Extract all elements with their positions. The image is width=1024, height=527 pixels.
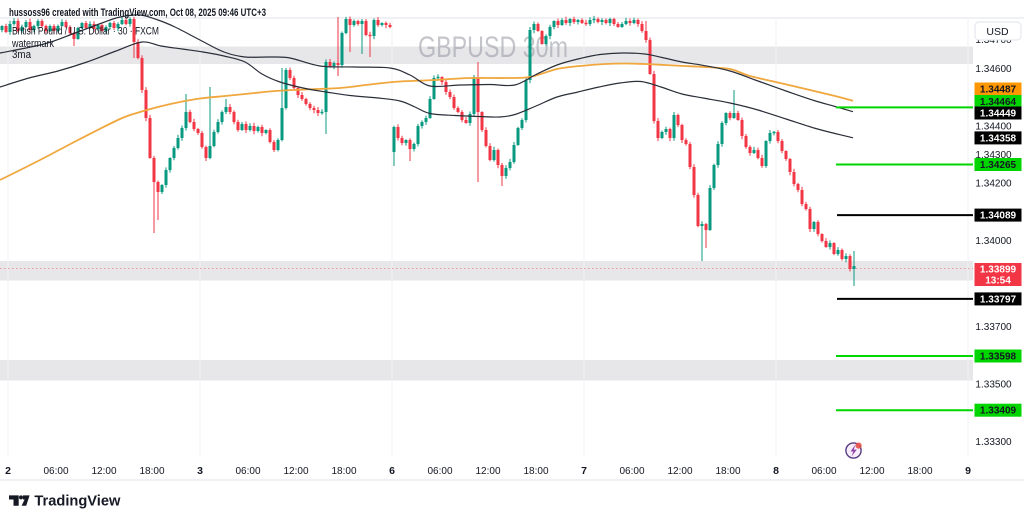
- svg-text:3: 3: [197, 465, 203, 477]
- svg-text:1.34000: 1.34000: [975, 236, 1012, 247]
- svg-text:06:00: 06:00: [811, 466, 836, 477]
- svg-text:TradingView: TradingView: [34, 494, 121, 510]
- svg-text:1.34400: 1.34400: [975, 121, 1012, 132]
- svg-text:12:00: 12:00: [91, 466, 116, 477]
- svg-text:06:00: 06:00: [619, 466, 644, 477]
- svg-text:1.34300: 1.34300: [975, 150, 1012, 161]
- svg-text:18:00: 18:00: [523, 466, 548, 477]
- svg-text:12:00: 12:00: [283, 466, 308, 477]
- svg-text:1.34600: 1.34600: [975, 64, 1012, 75]
- svg-text:9: 9: [965, 465, 971, 477]
- svg-text:1.33797: 1.33797: [980, 294, 1017, 305]
- svg-text:1.33500: 1.33500: [975, 380, 1012, 391]
- svg-text:1.34358: 1.34358: [980, 133, 1017, 144]
- svg-text:1.34449: 1.34449: [980, 109, 1017, 120]
- svg-text:18:00: 18:00: [907, 466, 932, 477]
- svg-text:1.34089: 1.34089: [980, 211, 1017, 222]
- svg-text:12:00: 12:00: [475, 466, 500, 477]
- svg-text:6: 6: [389, 465, 395, 477]
- svg-text:12:00: 12:00: [667, 466, 692, 477]
- svg-text:06:00: 06:00: [235, 466, 260, 477]
- svg-text:2: 2: [5, 465, 11, 477]
- svg-text:3ma: 3ma: [12, 49, 32, 61]
- svg-text:13:54: 13:54: [985, 276, 1011, 287]
- svg-text:1.33899: 1.33899: [980, 265, 1017, 276]
- svg-text:18:00: 18:00: [139, 466, 164, 477]
- svg-text:7: 7: [581, 465, 587, 477]
- svg-text:British Pound / U.S. Dollar ·: British Pound / U.S. Dollar · 30 · FXCM: [12, 26, 159, 38]
- svg-text:12:00: 12:00: [859, 466, 884, 477]
- svg-text:1.33598: 1.33598: [980, 352, 1017, 363]
- svg-text:1.34700: 1.34700: [975, 35, 1012, 46]
- svg-text:18:00: 18:00: [715, 466, 740, 477]
- svg-text:1.34200: 1.34200: [975, 179, 1012, 190]
- svg-text:8: 8: [773, 465, 779, 477]
- svg-text:1.33700: 1.33700: [975, 322, 1012, 333]
- svg-text:1.33409: 1.33409: [980, 406, 1017, 417]
- svg-text:1.34487: 1.34487: [980, 85, 1017, 96]
- svg-text:1.33300: 1.33300: [975, 437, 1012, 448]
- svg-text:1.34265: 1.34265: [980, 160, 1017, 171]
- svg-text:18:00: 18:00: [331, 466, 356, 477]
- svg-text:06:00: 06:00: [43, 466, 68, 477]
- svg-text:1.34464: 1.34464: [980, 97, 1017, 108]
- svg-text:06:00: 06:00: [427, 466, 452, 477]
- svg-text:hussoss96 created with Trading: hussoss96 created with TradingView.com, …: [9, 7, 266, 19]
- svg-text:watermark: watermark: [11, 38, 54, 50]
- svg-text:USD: USD: [986, 26, 1009, 38]
